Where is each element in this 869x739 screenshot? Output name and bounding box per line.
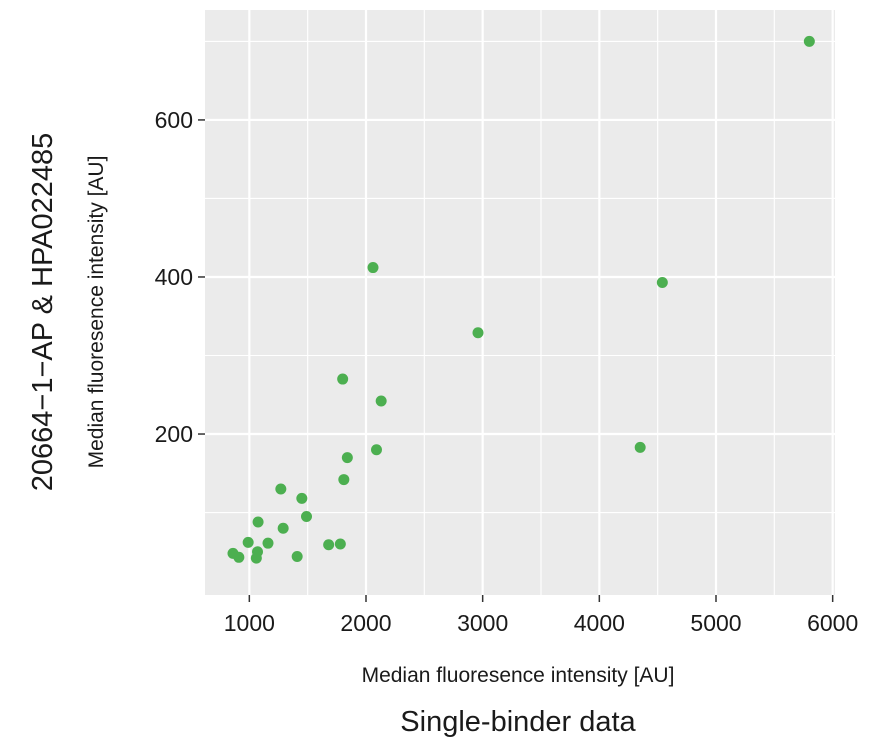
data-point xyxy=(233,551,245,563)
data-point xyxy=(275,483,287,495)
major-gridlines xyxy=(205,10,835,595)
data-point xyxy=(367,262,379,274)
data-point xyxy=(341,452,353,464)
data-point xyxy=(375,395,387,407)
data-point xyxy=(337,373,349,385)
data-point xyxy=(371,444,382,456)
data-point xyxy=(338,474,350,486)
data-point xyxy=(242,536,254,548)
y-tick-label: 600 xyxy=(155,107,193,133)
x-axis-title: Median fluoresence intensity [AU] xyxy=(362,664,675,687)
data-point xyxy=(803,35,815,47)
y-tick-label: 200 xyxy=(155,421,193,447)
data-point xyxy=(334,538,346,550)
y-tick-label: 400 xyxy=(155,264,193,290)
outer-y-title: 20664−1−AP & HPA022485 xyxy=(27,133,59,492)
data-point xyxy=(472,327,484,339)
data-point xyxy=(252,546,263,558)
outer-x-title: Single-binder data xyxy=(400,706,636,738)
y-axis-title: Median fluoresence intensity [AU] xyxy=(85,156,108,469)
data-point xyxy=(656,276,668,288)
plot-panel xyxy=(205,10,835,595)
data-point xyxy=(277,522,289,534)
x-tick-label: 1000 xyxy=(224,610,275,636)
x-tick-label: 3000 xyxy=(457,610,508,636)
data-point xyxy=(296,492,308,504)
data-point xyxy=(323,539,335,551)
data-point xyxy=(252,516,264,528)
x-tick-label: 6000 xyxy=(807,610,858,636)
data-point xyxy=(634,441,646,453)
x-tick-label: 5000 xyxy=(690,610,741,636)
data-point xyxy=(291,551,303,563)
data-point xyxy=(262,537,274,549)
x-tick-label: 4000 xyxy=(574,610,625,636)
data-points xyxy=(227,35,815,564)
x-axis-ticks: 1000 2000 3000 4000 5000 6000 xyxy=(224,595,858,636)
x-tick-label: 2000 xyxy=(340,610,391,636)
y-axis-ticks: 200 400 600 xyxy=(155,107,205,447)
data-point xyxy=(301,510,312,522)
